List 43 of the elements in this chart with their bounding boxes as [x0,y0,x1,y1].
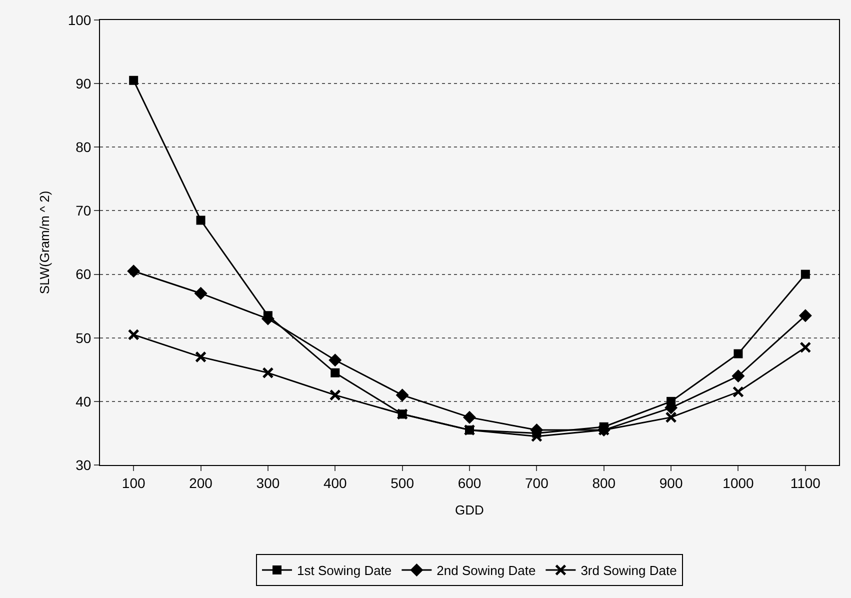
x-tick-label: 300 [256,474,280,491]
y-tick-label: 80 [76,139,92,156]
point [128,328,140,340]
y-tick-label: 100 [68,12,92,28]
point [665,412,677,424]
legend-label: 2nd Sowing Date [436,563,536,578]
x-tick-label: 700 [525,474,549,491]
point [800,270,810,279]
point [262,367,274,379]
y-tick-label: 40 [76,393,92,410]
point [396,388,409,402]
y-tick-label: 70 [76,202,92,219]
point [732,386,744,398]
point [328,354,342,367]
y-tick-label: 90 [76,75,92,92]
legend-label: 1st Sowing Date [297,563,392,578]
x-axis-title: GDD [455,502,484,518]
point [463,410,476,424]
point [194,286,208,300]
x-tick-label: 1000 [722,474,754,491]
y-tick-label: 30 [76,456,92,473]
x-tick-label: 100 [122,474,146,491]
point [798,309,812,322]
legend-label: 3rd Sowing Date [580,563,677,578]
x-tick-label: 600 [458,474,482,491]
x-tick-label: 900 [659,474,683,491]
point [195,351,207,363]
point [196,216,206,225]
point [127,264,140,278]
x-tick-label: 1100 [790,474,821,491]
y-tick-label: 50 [76,330,92,346]
x-tick-label: 800 [592,474,616,491]
point [800,342,812,354]
point [732,370,745,382]
point [129,76,138,85]
point [329,389,341,401]
x-tick-label: 400 [323,474,348,491]
x-tick-label: 500 [390,474,414,491]
x-tick-label: 200 [189,474,213,491]
point [734,349,743,358]
y-tick-label: 60 [76,266,92,282]
y-axis-title: SLW(Gram/m ^ 2) [36,190,52,294]
point [330,368,340,378]
